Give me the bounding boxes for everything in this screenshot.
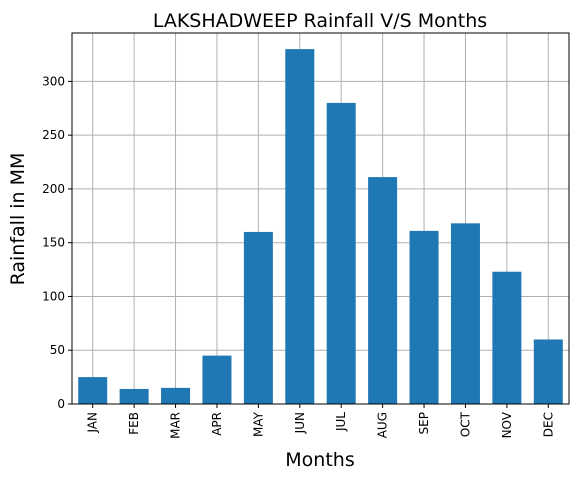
y-tick-label: 50: [50, 343, 65, 357]
chart-title: LAKSHADWEEP Rainfall V/S Months: [153, 10, 487, 32]
bar-apr: [202, 355, 232, 404]
y-tick-label: 100: [42, 289, 65, 303]
plot-frame: [71, 32, 570, 405]
x-tick-label: JUN: [293, 412, 307, 434]
bar-aug: [368, 177, 398, 404]
x-tick-label: APR: [210, 412, 224, 436]
bar-jan: [78, 377, 108, 404]
bar-may: [243, 231, 273, 404]
y-tick-label: 300: [42, 74, 65, 88]
y-tick-label: 0: [57, 397, 65, 411]
y-axis-title: Rainfall in MM: [7, 153, 29, 286]
bar-mar: [161, 387, 191, 404]
y-axis-ticks: 0 50 100 150 200 250 300: [42, 74, 72, 411]
bar-jul: [326, 102, 356, 404]
bar-sep: [409, 230, 439, 404]
y-tick-label: 250: [42, 128, 65, 142]
bar-dec: [533, 339, 563, 404]
x-tick-label: SEP: [417, 412, 431, 434]
y-tick-label: 150: [42, 236, 65, 250]
x-axis-ticks: JAN FEB MAR APR MAY JUN JUL AUG SEP OCT NOV DEC: [86, 404, 555, 439]
bars: [78, 49, 563, 405]
bar-oct: [450, 223, 480, 404]
x-tick-label: AUG: [376, 412, 390, 438]
x-tick-label: MAY: [251, 411, 265, 437]
bar-feb: [119, 388, 149, 404]
x-tick-label: MAR: [169, 412, 183, 439]
y-tick-label: 200: [42, 182, 65, 196]
x-tick-label: JAN: [86, 412, 100, 434]
x-tick-label: DEC: [541, 412, 555, 437]
x-tick-label: OCT: [458, 411, 472, 437]
x-tick-label: JUL: [334, 412, 348, 432]
x-axis-title: Months: [285, 449, 354, 471]
x-tick-label: NOV: [500, 411, 514, 438]
x-tick-label: FEB: [127, 412, 141, 435]
bar-jun: [285, 49, 315, 405]
bar-nov: [492, 271, 522, 404]
